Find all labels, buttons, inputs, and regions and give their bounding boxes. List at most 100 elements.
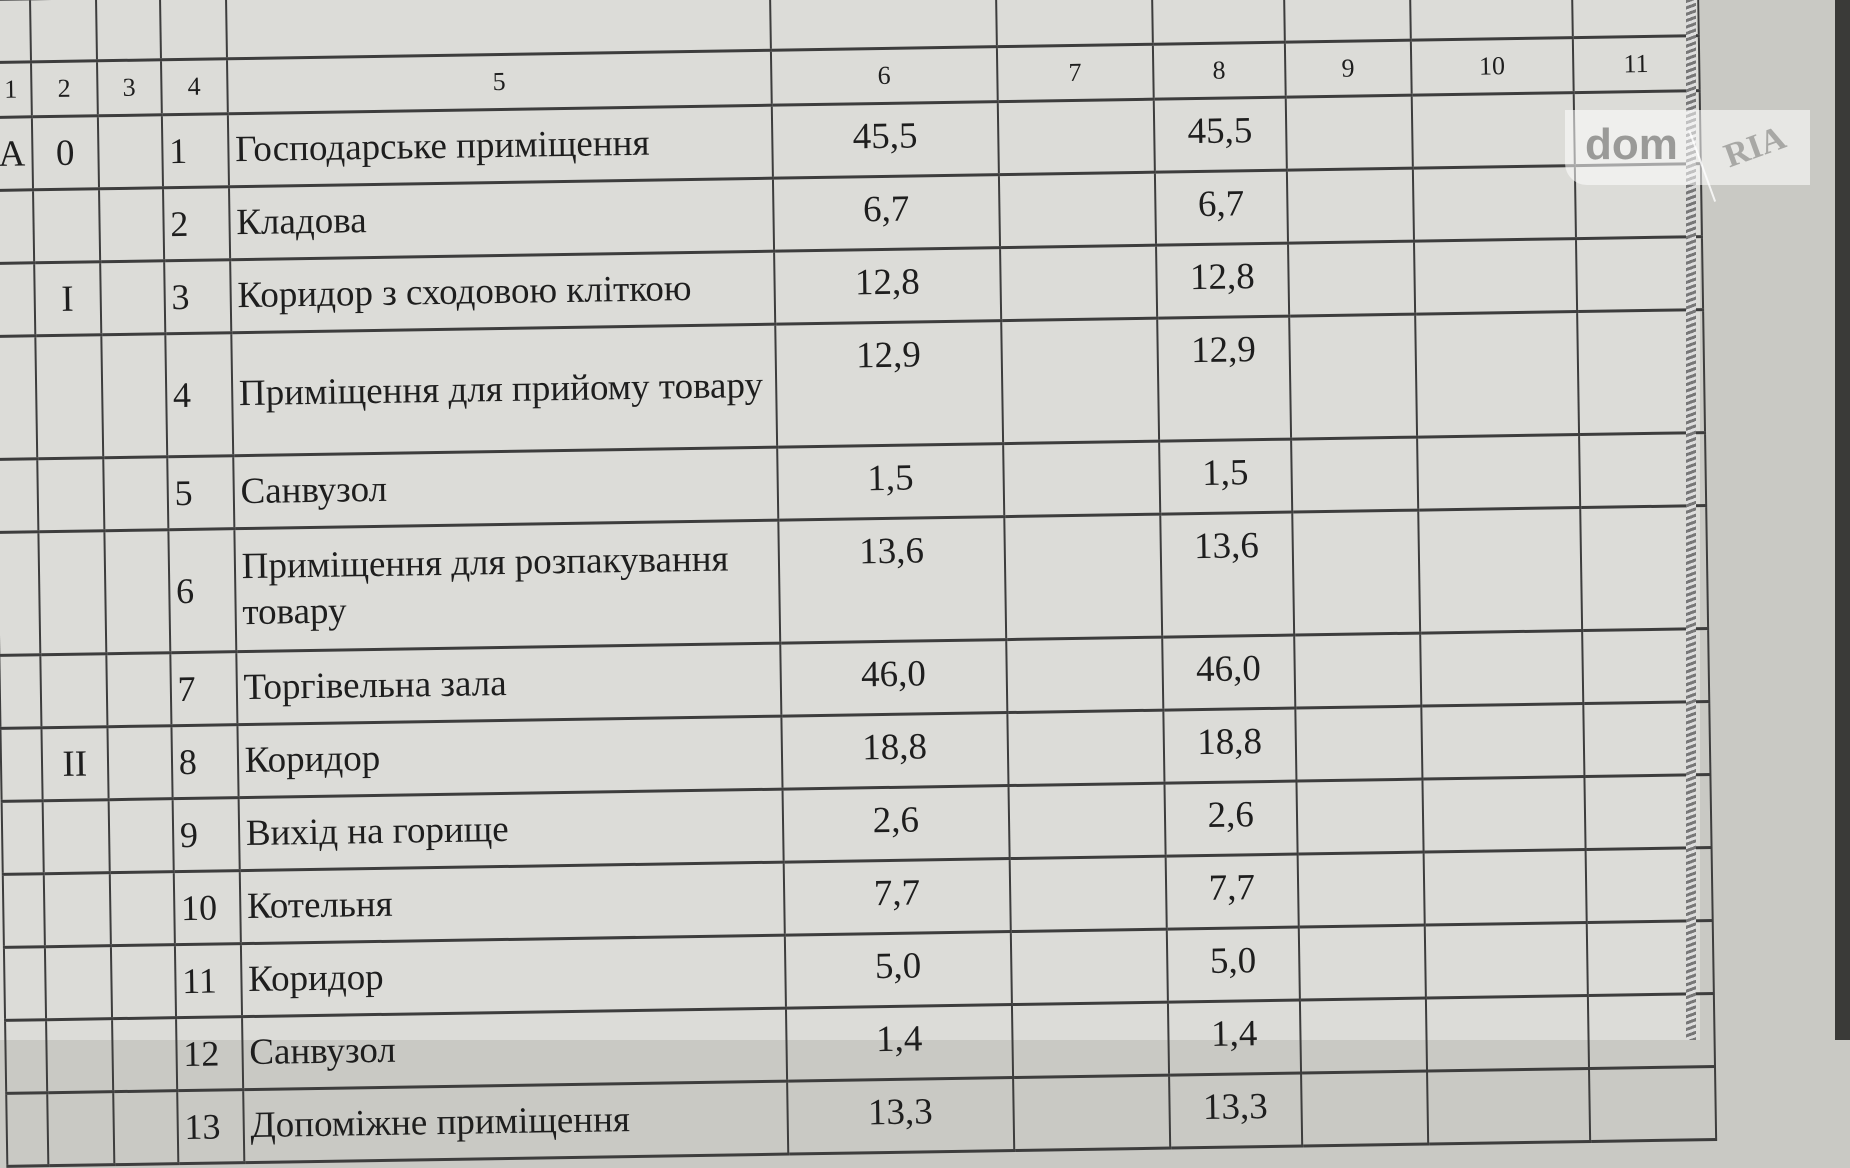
- cell-c2: [38, 530, 107, 655]
- cell-c8: 1,4: [1167, 1000, 1301, 1076]
- empty-cell: [102, 456, 169, 531]
- watermark-ria: RIA: [1688, 93, 1820, 202]
- cell-c6: 1,5: [776, 443, 1005, 521]
- room-name-cell: Коридор: [237, 716, 783, 798]
- column-number-6: 6: [770, 46, 998, 106]
- cell-c1: [0, 262, 36, 337]
- column-number-1: 1: [0, 61, 32, 118]
- cell-c2: I: [33, 261, 102, 336]
- empty-cell: [1299, 998, 1427, 1074]
- empty-cell: [1285, 95, 1413, 171]
- empty-cell: [97, 114, 163, 189]
- cell-c6: 6,7: [772, 174, 1000, 252]
- cell-c6: 1,4: [785, 1004, 1013, 1082]
- cell-c4: 10: [173, 870, 241, 945]
- empty-cell: [98, 187, 164, 262]
- empty-cell: [1286, 168, 1414, 244]
- room-name-cell: Торгівельна зала: [236, 643, 782, 725]
- empty-cell: [1413, 238, 1577, 315]
- cell-c6: 13,3: [786, 1077, 1014, 1155]
- column-number-10: 10: [1410, 37, 1574, 96]
- empty-cell: [1411, 92, 1575, 169]
- empty-cell: [1293, 633, 1422, 709]
- cell-c1: [3, 946, 46, 1021]
- empty-cell: [107, 725, 173, 800]
- cell-c2: [46, 1091, 115, 1166]
- empty-cell: [1412, 165, 1576, 242]
- cell-c7: [1012, 1075, 1170, 1151]
- cell-c8: 46,0: [1161, 635, 1296, 711]
- cell-c2: [44, 945, 112, 1020]
- cell-c2: [40, 653, 108, 728]
- cell-c2: [36, 457, 105, 532]
- cell-c8: 13,6: [1159, 512, 1294, 638]
- cell-c8: 12,8: [1155, 243, 1289, 319]
- empty-cell: [1288, 314, 1417, 440]
- document-page: [0, 0, 1700, 1040]
- empty-cell: [1422, 776, 1586, 853]
- cell-c4: 11: [174, 943, 242, 1018]
- room-name-cell: Допоміжне приміщення: [242, 1081, 788, 1163]
- room-name-cell: Коридор: [240, 935, 786, 1017]
- cell-c6: 7,7: [783, 858, 1011, 936]
- cell-c4: 2: [162, 186, 230, 261]
- cell-c8: 13,3: [1168, 1073, 1302, 1149]
- cell-c4: 3: [163, 259, 232, 334]
- empty-cell: [1297, 852, 1425, 928]
- empty-cell: [1424, 922, 1588, 999]
- cell-c8: 6,7: [1154, 170, 1288, 246]
- cell-c4: 13: [176, 1089, 245, 1164]
- room-name-cell: Санвузол: [241, 1008, 787, 1090]
- empty-cell: [1287, 241, 1415, 317]
- empty-cell: [110, 944, 176, 1019]
- empty-cell: [112, 1090, 179, 1165]
- page-edge: [1686, 0, 1696, 1040]
- cell-c1: [0, 335, 37, 460]
- cell-c7: [1002, 441, 1160, 517]
- empty-cell: [109, 871, 175, 946]
- cell-c2: 0: [31, 115, 99, 190]
- cell-c7: [1007, 710, 1165, 786]
- cell-c7: [1008, 783, 1166, 859]
- cell-c1: [0, 654, 42, 729]
- room-name-cell: Котельня: [239, 862, 785, 944]
- column-number-11: 11: [1572, 35, 1700, 93]
- empty-cell: [111, 1017, 177, 1092]
- cell-c4: 9: [172, 797, 240, 872]
- empty-cell: [99, 260, 166, 335]
- empty-cell: [1417, 507, 1582, 634]
- cell-c4: 4: [165, 332, 233, 457]
- room-name-cell: Кладова: [228, 178, 774, 260]
- column-number-2: 2: [30, 60, 98, 117]
- cell-c4: 6: [168, 528, 237, 653]
- empty-cell: [1416, 434, 1580, 511]
- cell-c8: 18,8: [1163, 708, 1297, 784]
- rooms-table: 1 2 3 4 5 6 7 8 9 10 11 А 0 1 Господарське приміщення…: [0, 0, 1716, 1167]
- cell-c2: [32, 188, 100, 263]
- watermark-logo: dom RIA: [1565, 93, 1820, 202]
- cell-c7: [998, 172, 1156, 248]
- cell-c6: 12,9: [774, 320, 1003, 448]
- empty-cell: [101, 333, 167, 458]
- background-edge: [1835, 0, 1850, 1040]
- cell-c6: 12,8: [773, 247, 1001, 325]
- cell-c4: 7: [170, 651, 238, 726]
- empty-cell: [1425, 995, 1589, 1072]
- cell-c6: 45,5: [771, 101, 999, 179]
- cell-c4: 12: [175, 1016, 243, 1091]
- cell-c2: [43, 872, 111, 947]
- empty-cell: [1414, 311, 1579, 438]
- empty-cell: [1421, 703, 1585, 780]
- cell-c7: [1000, 318, 1159, 444]
- cell-c6: 18,8: [781, 712, 1009, 790]
- empty-cell: [1423, 849, 1587, 926]
- room-name-cell: Коридор з сходовою кліткою: [229, 251, 775, 333]
- cell-c8: 2,6: [1164, 781, 1298, 857]
- cell-c8: 5,0: [1166, 927, 1300, 1003]
- room-name-cell: Приміщення для розпакування товару: [234, 520, 780, 652]
- cell-c7: [1009, 856, 1167, 932]
- empty-cell: [1295, 706, 1423, 782]
- empty-cell: [1296, 779, 1424, 855]
- cell-c1: [6, 1092, 49, 1167]
- empty-cell: [1419, 630, 1584, 707]
